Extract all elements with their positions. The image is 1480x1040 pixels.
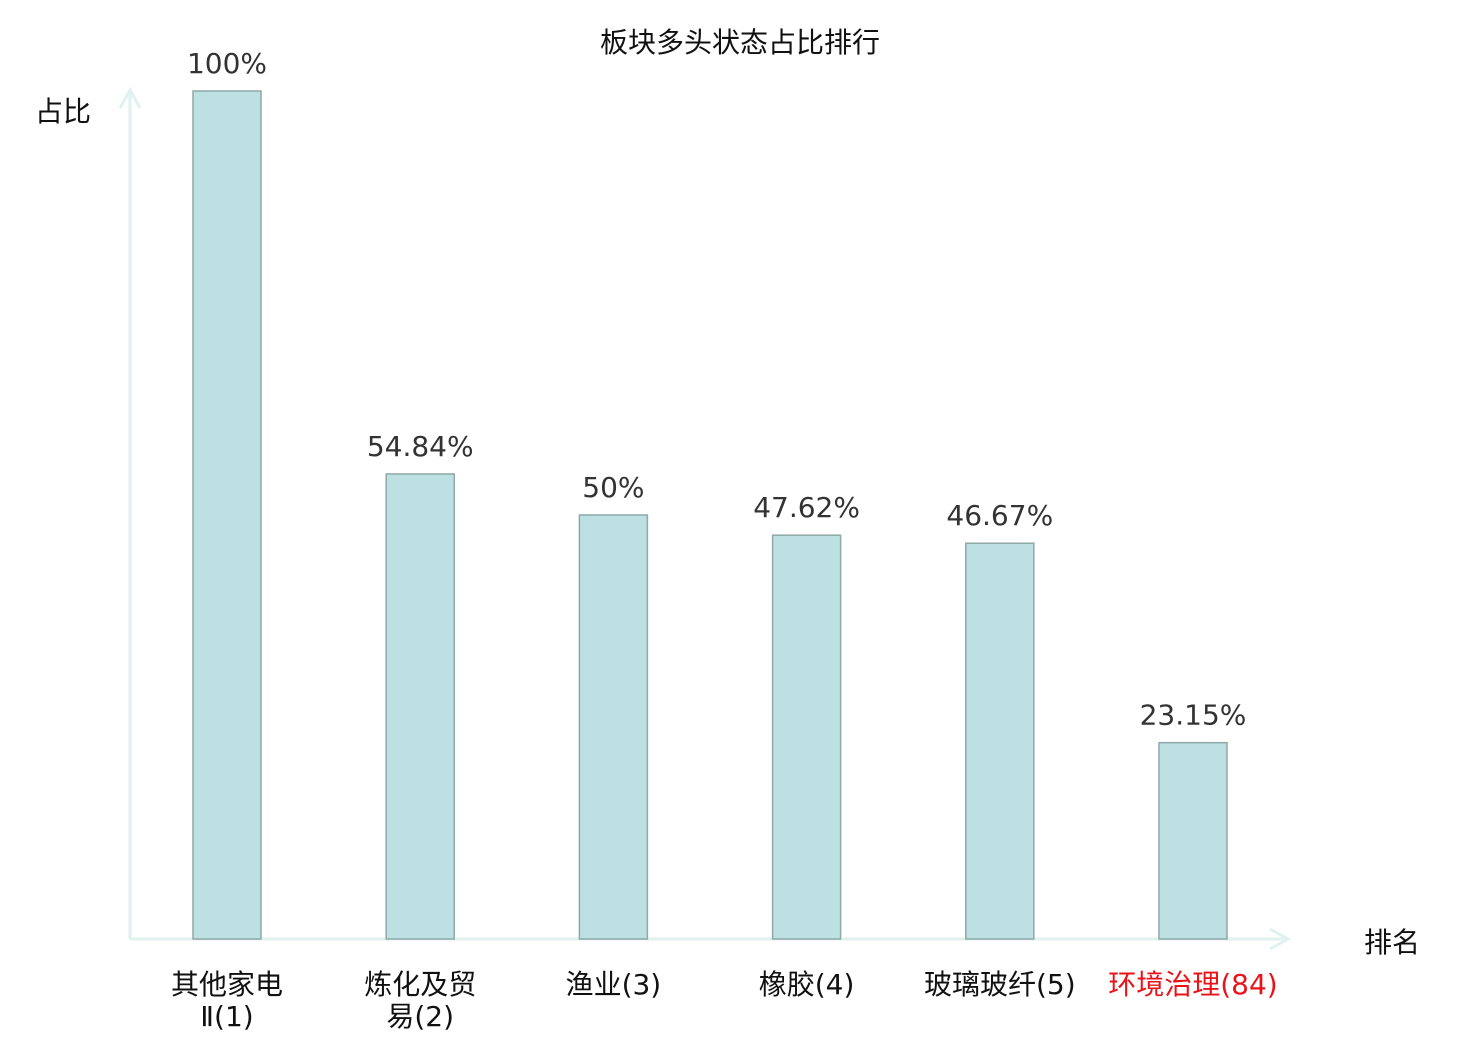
bar bbox=[965, 542, 1035, 940]
x-tick-label-line: 玻璃玻纤(5) bbox=[924, 968, 1076, 1001]
chart-title: 板块多头状态占比排行 bbox=[600, 26, 880, 59]
x-tick-label: 其他家电 Ⅱ(1) bbox=[171, 968, 283, 1033]
data-label: 50% bbox=[582, 471, 644, 504]
x-tick-label: 玻璃玻纤(5) bbox=[924, 968, 1076, 1001]
x-axis-label: 排名 bbox=[1364, 926, 1420, 959]
x-tick-label-line: 易(2) bbox=[386, 1000, 454, 1033]
data-label: 47.62% bbox=[753, 491, 860, 524]
x-tick-label: 炼化及贸易(2) bbox=[364, 968, 476, 1033]
bar bbox=[385, 473, 455, 940]
x-tick-label-line: 环境治理(84) bbox=[1108, 968, 1277, 1001]
bar bbox=[1158, 741, 1228, 940]
data-label: 100% bbox=[187, 47, 267, 80]
data-label: 23.15% bbox=[1140, 699, 1247, 732]
x-tick-label-line: 渔业(3) bbox=[566, 968, 662, 1001]
x-tick-label: 橡胶(4) bbox=[759, 968, 855, 1001]
x-tick-label-line: Ⅱ(1) bbox=[200, 1000, 253, 1033]
bar bbox=[578, 514, 649, 940]
x-tick-label: 渔业(3) bbox=[566, 968, 662, 1001]
bar bbox=[771, 534, 842, 940]
y-axis-label: 占比 bbox=[35, 95, 91, 128]
bar bbox=[192, 90, 262, 940]
data-label: 46.67% bbox=[946, 499, 1053, 532]
x-axis-arrow bbox=[1269, 927, 1292, 951]
y-axis-arrow bbox=[118, 86, 142, 109]
x-tick-label-line: 炼化及贸 bbox=[364, 968, 476, 1001]
data-label: 54.84% bbox=[367, 430, 474, 463]
x-tick-label-line: 其他家电 bbox=[171, 968, 283, 1001]
x-tick-label: 环境治理(84) bbox=[1108, 968, 1277, 1001]
x-tick-label-line: 橡胶(4) bbox=[759, 968, 855, 1001]
